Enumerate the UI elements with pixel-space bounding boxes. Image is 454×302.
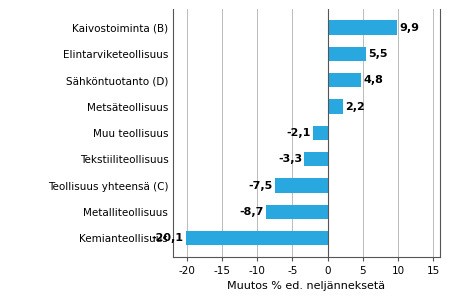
Bar [186, 231, 328, 246]
Text: 9,9: 9,9 [400, 23, 419, 33]
Bar [313, 126, 328, 140]
Text: -2,1: -2,1 [286, 128, 311, 138]
X-axis label: Muutos % ed. neljänneksetä: Muutos % ed. neljänneksetä [227, 281, 385, 291]
Bar [328, 20, 397, 35]
Bar [266, 205, 328, 219]
Text: -7,5: -7,5 [248, 181, 272, 191]
Bar [328, 47, 366, 61]
Text: -20,1: -20,1 [152, 233, 184, 243]
Text: 2,2: 2,2 [345, 101, 365, 111]
Text: 4,8: 4,8 [364, 75, 384, 85]
Bar [304, 152, 328, 166]
Text: -8,7: -8,7 [240, 207, 264, 217]
Bar [328, 99, 343, 114]
Text: -3,3: -3,3 [278, 154, 302, 164]
Bar [328, 73, 361, 88]
Bar [275, 178, 328, 193]
Text: 5,5: 5,5 [369, 49, 388, 59]
